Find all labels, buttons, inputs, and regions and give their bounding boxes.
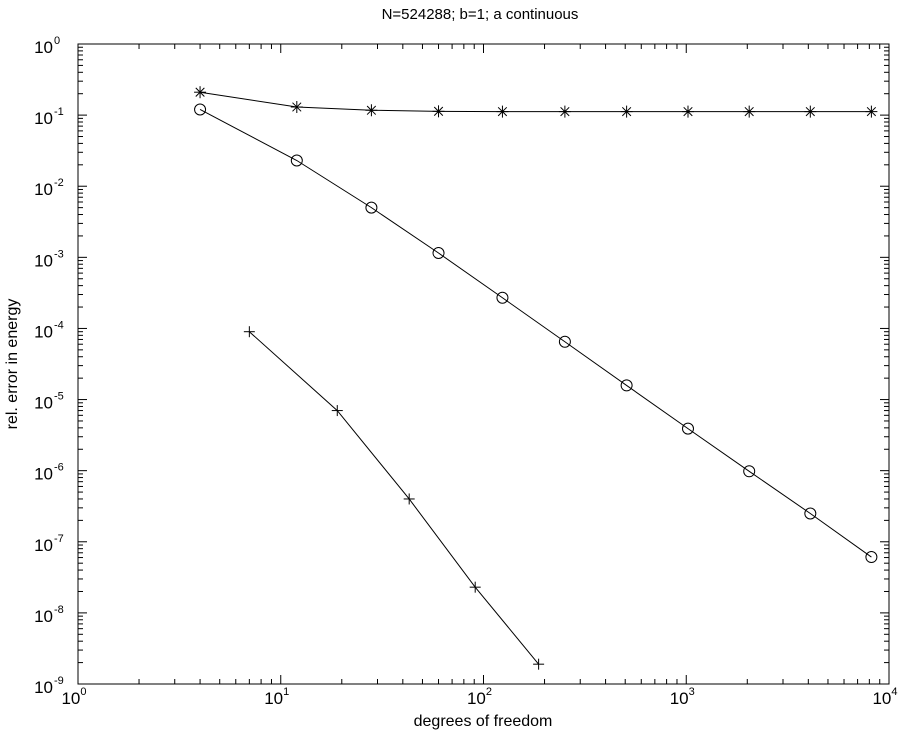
y-tick-label-base: 10: [34, 38, 53, 57]
x-tick-label-base: 10: [670, 689, 689, 708]
y-tick-label-base: 10: [34, 322, 53, 341]
y-tick-label-exponent: -1: [54, 106, 64, 118]
asterisk-marker-d2: [292, 102, 302, 112]
y-axis-label: rel. error in energy: [4, 299, 21, 430]
circle-marker: [558, 335, 571, 348]
circle-marker: [681, 422, 694, 435]
asterisk-marker-d2: [805, 106, 815, 117]
y-tick-label-exponent: -6: [54, 462, 64, 474]
y-tick-label: 10-9: [34, 675, 64, 697]
circle-marker: [194, 103, 207, 116]
asterisk-marker-d2: [621, 106, 632, 117]
asterisk-marker-d2: [195, 87, 205, 97]
asterisk-marker-d2: [366, 105, 377, 115]
y-tick-label-exponent: -7: [54, 533, 64, 545]
y-tick-label: 10-2: [34, 177, 64, 199]
asterisk-marker-d2: [683, 106, 693, 117]
y-tick-label: 10-8: [34, 604, 64, 626]
circle-marker: [365, 201, 378, 214]
plus-marker: [533, 658, 545, 670]
x-tick-label-base: 10: [467, 689, 486, 708]
x-axis-label: degrees of freedom: [414, 713, 553, 730]
y-tick-label: 10-4: [34, 319, 64, 341]
y-tick-label-exponent: -5: [54, 391, 64, 403]
y-tick-label-exponent: -9: [54, 675, 64, 687]
x-tick-label-base: 10: [872, 689, 891, 708]
y-tick-label-base: 10: [34, 607, 53, 626]
y-tick-label: 10-5: [34, 391, 64, 413]
y-tick-label: 10-6: [34, 462, 64, 484]
x-tick-label-exponent: 2: [486, 686, 492, 698]
asterisk-marker: [558, 105, 571, 118]
y-tick-label-exponent: -4: [54, 319, 64, 331]
y-tick-label-exponent: -8: [54, 604, 64, 616]
asterisk-marker: [496, 105, 509, 118]
y-tick-label-exponent: -3: [54, 248, 64, 260]
y-tick-label-base: 10: [34, 465, 53, 484]
asterisk-marker: [432, 105, 445, 118]
circle-marker: [290, 154, 303, 167]
plus-marker: [243, 326, 255, 338]
asterisk-marker: [681, 105, 694, 118]
asterisk-marker: [620, 105, 633, 118]
y-tick-label-base: 10: [34, 251, 53, 270]
plus-marker: [469, 581, 481, 593]
y-tick-label-base: 10: [34, 394, 53, 413]
circle-marker: [620, 379, 633, 392]
series-line-circle: [199, 109, 872, 558]
circle-marker: [432, 247, 445, 260]
y-tick-label: 100: [34, 35, 60, 57]
x-tick-label-exponent: 0: [80, 686, 86, 698]
series-group: [194, 86, 878, 670]
x-tick-label-exponent: 3: [689, 686, 695, 698]
asterisk-marker: [290, 101, 303, 114]
y-tick-label: 10-1: [34, 106, 64, 128]
asterisk-marker-d2: [433, 106, 444, 116]
y-tick-label-base: 10: [34, 180, 53, 199]
x-tick-labels: 100 101 102 103 104: [61, 686, 897, 708]
x-tick-label: 100: [61, 686, 86, 708]
y-tick-label-base: 10: [34, 109, 53, 128]
x-tick-label: 103: [670, 686, 695, 708]
circle-marker: [804, 507, 817, 520]
asterisk-marker: [365, 104, 378, 117]
y-tick-label-base: 10: [34, 536, 53, 555]
circle-marker: [496, 291, 509, 304]
asterisk-marker: [804, 105, 817, 118]
y-tick-label: 10-7: [34, 533, 64, 555]
series-circle: [194, 103, 878, 564]
x-tick-label-base: 10: [61, 689, 80, 708]
asterisk-marker-d2: [497, 106, 508, 117]
x-tick-label-exponent: 1: [283, 686, 289, 698]
plus-marker: [403, 493, 415, 505]
asterisk-marker: [743, 105, 756, 118]
y-tick-label-exponent: -2: [54, 177, 64, 189]
circle-marker: [865, 551, 878, 564]
y-tick-label-base: 10: [34, 678, 53, 697]
x-tick-label-base: 10: [264, 689, 283, 708]
asterisk-marker-d2: [866, 106, 877, 117]
x-tick-label: 101: [264, 686, 289, 708]
asterisk-marker-d2: [560, 106, 570, 117]
circle-marker: [743, 465, 756, 478]
y-tick-label: 10-3: [34, 248, 64, 270]
series-plus: [243, 326, 545, 670]
series-asterisk: [194, 86, 878, 118]
asterisk-marker: [194, 86, 207, 99]
x-tick-label: 104: [872, 686, 897, 708]
axis-ticks: [77, 43, 890, 685]
y-tick-label-exponent: 0: [54, 35, 60, 47]
x-tick-label: 102: [467, 686, 492, 708]
asterisk-marker-d2: [744, 106, 754, 117]
asterisk-marker: [865, 105, 878, 118]
x-tick-label-exponent: 4: [891, 686, 897, 698]
chart-title: N=524288; b=1; a continuous: [382, 6, 579, 23]
plus-marker: [331, 405, 343, 417]
